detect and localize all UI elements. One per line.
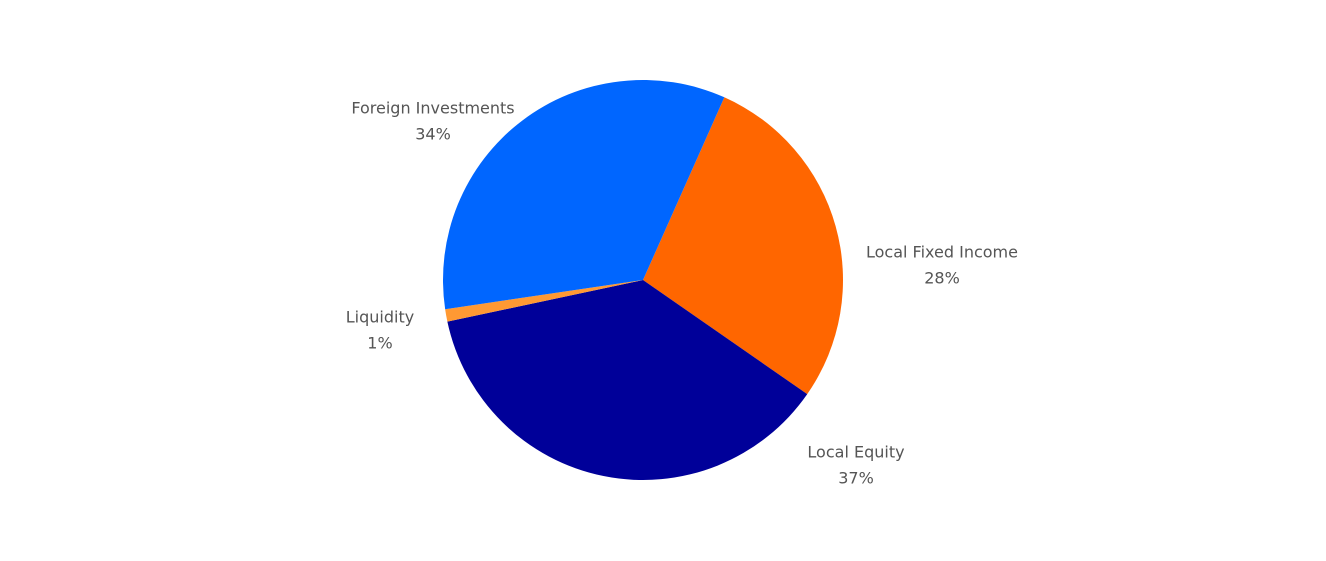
- slice-label: Local Fixed Income: [866, 243, 1018, 262]
- slice-label: Liquidity: [346, 308, 414, 327]
- slice-value-label: 28%: [924, 269, 960, 288]
- pie-slice: [643, 97, 843, 395]
- slice-label: Local Equity: [807, 443, 904, 462]
- slice-value-label: 1%: [367, 334, 392, 353]
- slice-value-label: 37%: [838, 469, 874, 488]
- pie-slice: [447, 280, 808, 480]
- pie-slice: [443, 79, 725, 310]
- slice-value-label: 34%: [415, 125, 451, 144]
- pie-slice: [445, 280, 643, 322]
- slice-label: Foreign Investments: [351, 99, 514, 118]
